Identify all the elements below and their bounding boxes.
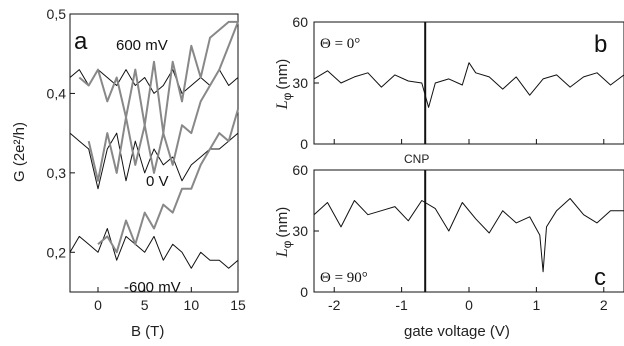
panel-c-label: c xyxy=(594,264,606,291)
annotation-minus600mv: -600 mV xyxy=(124,279,181,296)
panel-a-label: a xyxy=(74,28,88,55)
cnp-label: CNP xyxy=(404,152,429,166)
svg-text:Lφ(nm): Lφ(nm) xyxy=(274,59,294,111)
panel-c-xtick-label: 1 xyxy=(532,297,540,313)
panel-c-xtick-label: 2 xyxy=(600,297,608,313)
panel-a-series-measured-4 xyxy=(69,228,239,269)
panel-a-xtick-label: 10 xyxy=(184,297,200,313)
panel-a-frame xyxy=(69,13,239,293)
panel-c-ytick-label: 0 xyxy=(300,284,308,300)
panel-c-series-0 xyxy=(313,198,624,273)
annotation-600mv: 600 mV xyxy=(116,37,168,54)
panel-b-series-0 xyxy=(313,62,624,108)
panel-a-series-fit-5 xyxy=(97,109,239,254)
panel-a-xtick-label: 0 xyxy=(94,297,102,313)
panel-b-frame xyxy=(313,21,624,145)
panel-b-label: b xyxy=(594,31,607,58)
panel-b: 0 30 60 b Θ = 0° Lφ(nm) xyxy=(274,14,624,152)
panel-c-ylabel: Lφ(nm) xyxy=(274,207,294,259)
panel-a-xtick-label: 5 xyxy=(141,297,149,313)
panel-a-ytick-label: 0,4 xyxy=(47,85,67,101)
panel-b-ytick-label: 30 xyxy=(292,75,308,91)
panel-a: 0,2 0,3 0,4 0,5 0 5 10 15 a 600 mV 0 V -600 mV… xyxy=(11,6,246,340)
panel-b-ytick-label: 60 xyxy=(292,14,308,30)
panel-a-xlabel: B (T) xyxy=(131,323,164,340)
panel-c-ytick-label: 30 xyxy=(292,223,308,239)
panel-c-xtick-label: 0 xyxy=(465,297,473,313)
panel-b-ylabel: Lφ(nm) xyxy=(274,59,294,111)
panel-c-xlabel: gate voltage (V) xyxy=(404,323,510,340)
panel-a-ytick-label: 0,3 xyxy=(47,165,67,181)
panel-a-ytick-label: 0,2 xyxy=(47,244,67,260)
panel-a-ylabel: G (2e²/h) xyxy=(11,122,28,182)
panel-c-xtick-label: -2 xyxy=(328,297,341,313)
panel-c-xtick-label: -1 xyxy=(395,297,408,313)
panel-b-ytick-label: 0 xyxy=(300,136,308,152)
panel-c-ytick-label: 60 xyxy=(292,162,308,178)
annotation-0v: 0 V xyxy=(146,173,169,190)
svg-text:Lφ(nm): Lφ(nm) xyxy=(274,207,294,259)
panel-c: 0 30 60 -2 -1 0 1 2 c Θ = 90° gate voltage (V)… xyxy=(274,162,624,340)
annotation-theta-90: Θ = 90° xyxy=(320,270,368,286)
annotation-theta-0: Θ = 0° xyxy=(320,36,360,52)
panel-a-series-fit-3 xyxy=(87,21,239,182)
panel-a-series-fit-1 xyxy=(78,20,238,135)
panel-a-ytick-label: 0,5 xyxy=(47,6,67,22)
panel-a-xtick-label: 15 xyxy=(230,297,246,313)
